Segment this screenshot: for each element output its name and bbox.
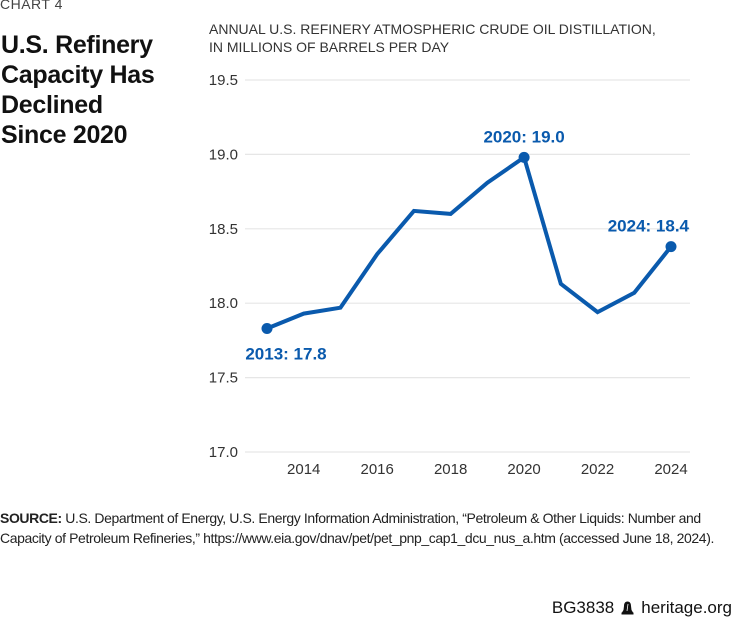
source-note: SOURCE: U.S. Department of Energy, U.S. … xyxy=(0,508,734,548)
title-line: U.S. Refinery xyxy=(1,31,153,59)
highlight-marker xyxy=(665,241,677,253)
y-tick-label: 18.5 xyxy=(209,221,238,238)
chart-number: CHART 4 xyxy=(0,0,63,12)
site-link[interactable]: heritage.org xyxy=(641,598,732,617)
source-label: SOURCE: xyxy=(0,510,62,526)
annotations: 2013: 17.8 2020: 19.0 2024: 18.4 xyxy=(245,127,689,363)
gridlines xyxy=(245,79,690,453)
title-line: Declined xyxy=(1,91,103,119)
x-tick-label: 2020 xyxy=(507,461,540,478)
y-axis-ticks: 17.0 17.5 18.0 18.5 19.0 19.5 xyxy=(209,72,238,461)
data-label: 2020: 19.0 xyxy=(483,127,564,146)
y-tick-label: 19.0 xyxy=(209,146,238,163)
y-tick-label: 19.5 xyxy=(209,72,238,89)
x-axis-ticks: 2014 2016 2018 2020 2022 2024 xyxy=(287,461,688,478)
y-tick-label: 17.5 xyxy=(209,370,238,387)
data-label: 2024: 18.4 xyxy=(608,217,690,236)
x-tick-label: 2014 xyxy=(287,461,320,478)
title-line: Capacity Has xyxy=(1,61,155,89)
highlight-marker xyxy=(518,151,530,163)
title-line: Since 2020 xyxy=(1,121,128,149)
subtitle-line: ANNUAL U.S. REFINERY ATMOSPHERIC CRUDE O… xyxy=(209,21,656,37)
series-line xyxy=(265,154,673,331)
y-tick-label: 18.0 xyxy=(209,295,238,312)
x-tick-label: 2022 xyxy=(581,461,614,478)
source-text: U.S. Department of Energy, U.S. Energy I… xyxy=(0,510,714,546)
highlight-marker xyxy=(261,322,273,334)
line-chart: 17.0 17.5 18.0 18.5 19.0 19.5 2014 2016 2018 202… xyxy=(209,72,690,478)
x-tick-label: 2024 xyxy=(654,461,687,478)
chart-subtitle: ANNUAL U.S. REFINERY ATMOSPHERIC CRUDE O… xyxy=(209,20,719,56)
liberty-bell-icon xyxy=(621,601,634,615)
chart-title: U.S. Refinery Capacity Has Declined Sinc… xyxy=(1,30,201,150)
data-label: 2013: 17.8 xyxy=(245,344,326,363)
x-tick-label: 2016 xyxy=(360,461,393,478)
y-tick-label: 17.0 xyxy=(209,444,238,461)
subtitle-line: IN MILLIONS OF BARRELS PER DAY xyxy=(209,39,450,55)
x-tick-label: 2018 xyxy=(434,461,467,478)
report-code: BG3838 xyxy=(551,598,615,617)
footer: BG3838 heritage.org xyxy=(552,598,732,618)
